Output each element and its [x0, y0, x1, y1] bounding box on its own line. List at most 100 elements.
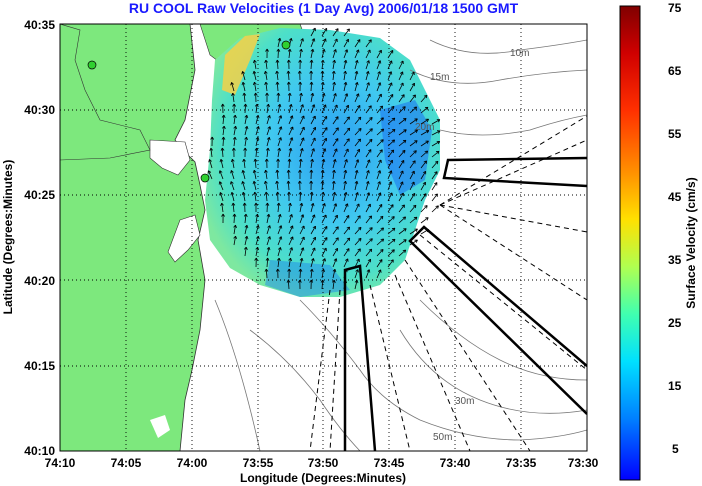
- vector-arrowhead: [424, 150, 428, 152]
- vector-arrowhead: [391, 249, 395, 251]
- vector-arrowhead: [242, 170, 246, 173]
- vector-arrow: [343, 203, 348, 213]
- vector-arrowhead: [389, 94, 393, 97]
- vector-arrow: [365, 60, 370, 70]
- vector-arrow: [376, 215, 384, 224]
- vector-arrowhead: [300, 104, 304, 107]
- vector-arrowhead: [243, 92, 247, 96]
- vector-arrow: [409, 204, 417, 213]
- vector-arrow: [219, 192, 224, 202]
- vector-arrowhead: [266, 48, 269, 52]
- vector-arrowhead: [377, 60, 381, 63]
- vector-arrowhead: [357, 39, 361, 42]
- vector-arrowhead: [255, 136, 259, 140]
- vector-arrow: [376, 181, 381, 191]
- vector-arrow: [277, 148, 280, 158]
- vector-arrowhead: [254, 191, 257, 195]
- vector-arrow: [420, 118, 429, 125]
- vector-arrow: [321, 82, 324, 92]
- vector-arrowhead: [377, 82, 381, 85]
- vector-arrowhead: [219, 181, 223, 184]
- vector-arrowhead: [291, 214, 293, 218]
- vector-arrow: [387, 204, 394, 213]
- vector-arrow: [365, 49, 371, 59]
- vector-arrow: [321, 70, 323, 81]
- vector-arrowhead: [412, 204, 417, 207]
- vector-arrow: [409, 216, 418, 224]
- station-marker-1: [87, 60, 97, 70]
- vector-arrow: [310, 81, 312, 92]
- vector-arrow: [420, 140, 429, 147]
- vector-arrow: [265, 71, 268, 81]
- vector-arrowhead: [310, 203, 314, 206]
- vector-arrow: [376, 60, 381, 70]
- vector-arrowhead: [366, 269, 370, 272]
- vector-arrowhead: [379, 215, 384, 218]
- vector-arrow: [321, 180, 324, 191]
- vector-arrowhead: [255, 213, 258, 217]
- vector-arrowhead: [310, 48, 314, 52]
- vector-arrowhead: [324, 148, 327, 152]
- vector-arrowhead: [334, 59, 336, 64]
- vector-arrow: [321, 93, 325, 103]
- vector-arrow: [332, 148, 338, 158]
- vector-arrowhead: [379, 149, 383, 152]
- vector-arrowhead: [393, 139, 395, 143]
- vector-arrow: [254, 60, 257, 70]
- vector-arrowhead: [255, 92, 258, 96]
- vector-arrowhead: [402, 216, 406, 218]
- vector-arrowhead: [231, 170, 234, 173]
- vector-arrowhead: [253, 180, 257, 184]
- vector-arrowhead: [257, 115, 260, 119]
- vector-arrowhead: [415, 140, 418, 144]
- vector-arrowhead: [234, 114, 237, 119]
- vector-arrowhead: [310, 158, 313, 162]
- vector-arrow: [287, 70, 290, 81]
- vector-arrowhead: [277, 37, 281, 41]
- vector-arrowhead: [323, 214, 327, 217]
- vector-arrow: [254, 192, 257, 202]
- vector-arrowhead: [367, 49, 371, 52]
- vector-arrowhead: [411, 181, 415, 184]
- colorbar-tick: 5: [672, 442, 679, 456]
- vector-arrowhead: [280, 214, 282, 218]
- vector-arrow: [365, 269, 370, 279]
- vector-arrowhead: [278, 48, 281, 52]
- vector-arrowhead: [322, 203, 325, 206]
- x-tick: 74:10: [45, 456, 76, 470]
- vector-arrow: [299, 247, 304, 257]
- vector-arrowhead: [235, 126, 238, 130]
- vector-arrow: [321, 116, 328, 125]
- vector-arrow: [276, 169, 279, 180]
- vector-arrowhead: [233, 235, 236, 239]
- vector-arrowhead: [230, 192, 233, 196]
- vector-arrowhead: [289, 247, 293, 250]
- vector-arrowhead: [313, 38, 316, 42]
- vector-arrow: [376, 93, 382, 103]
- vector-arrowhead: [333, 169, 336, 174]
- vector-arrow: [332, 269, 336, 279]
- vector-arrowhead: [290, 148, 293, 152]
- vector-arrowhead: [275, 70, 278, 74]
- vector-arrowhead: [219, 170, 223, 173]
- vector-arrowhead: [415, 150, 417, 154]
- vector-arrowhead: [320, 169, 324, 173]
- vector-arrowhead: [380, 249, 384, 251]
- vector-arrowhead: [324, 226, 328, 229]
- vector-arrowhead: [390, 259, 394, 262]
- vector-arrow: [376, 71, 381, 81]
- vector-arrow: [255, 104, 258, 114]
- vector-arrow: [409, 118, 418, 125]
- vector-arrow: [398, 170, 404, 180]
- vector-arrowhead: [344, 49, 348, 52]
- vector-arrowhead: [368, 149, 372, 152]
- vector-arrow: [387, 192, 393, 202]
- warm-edge: [222, 34, 260, 95]
- vector-arrow: [332, 60, 335, 70]
- vector-arrowhead: [299, 257, 303, 261]
- vector-arrow: [244, 137, 247, 147]
- vector-arrowhead: [378, 204, 382, 207]
- vector-arrowhead: [389, 50, 393, 53]
- vector-arrowhead: [357, 269, 359, 273]
- vector-arrow: [288, 203, 291, 213]
